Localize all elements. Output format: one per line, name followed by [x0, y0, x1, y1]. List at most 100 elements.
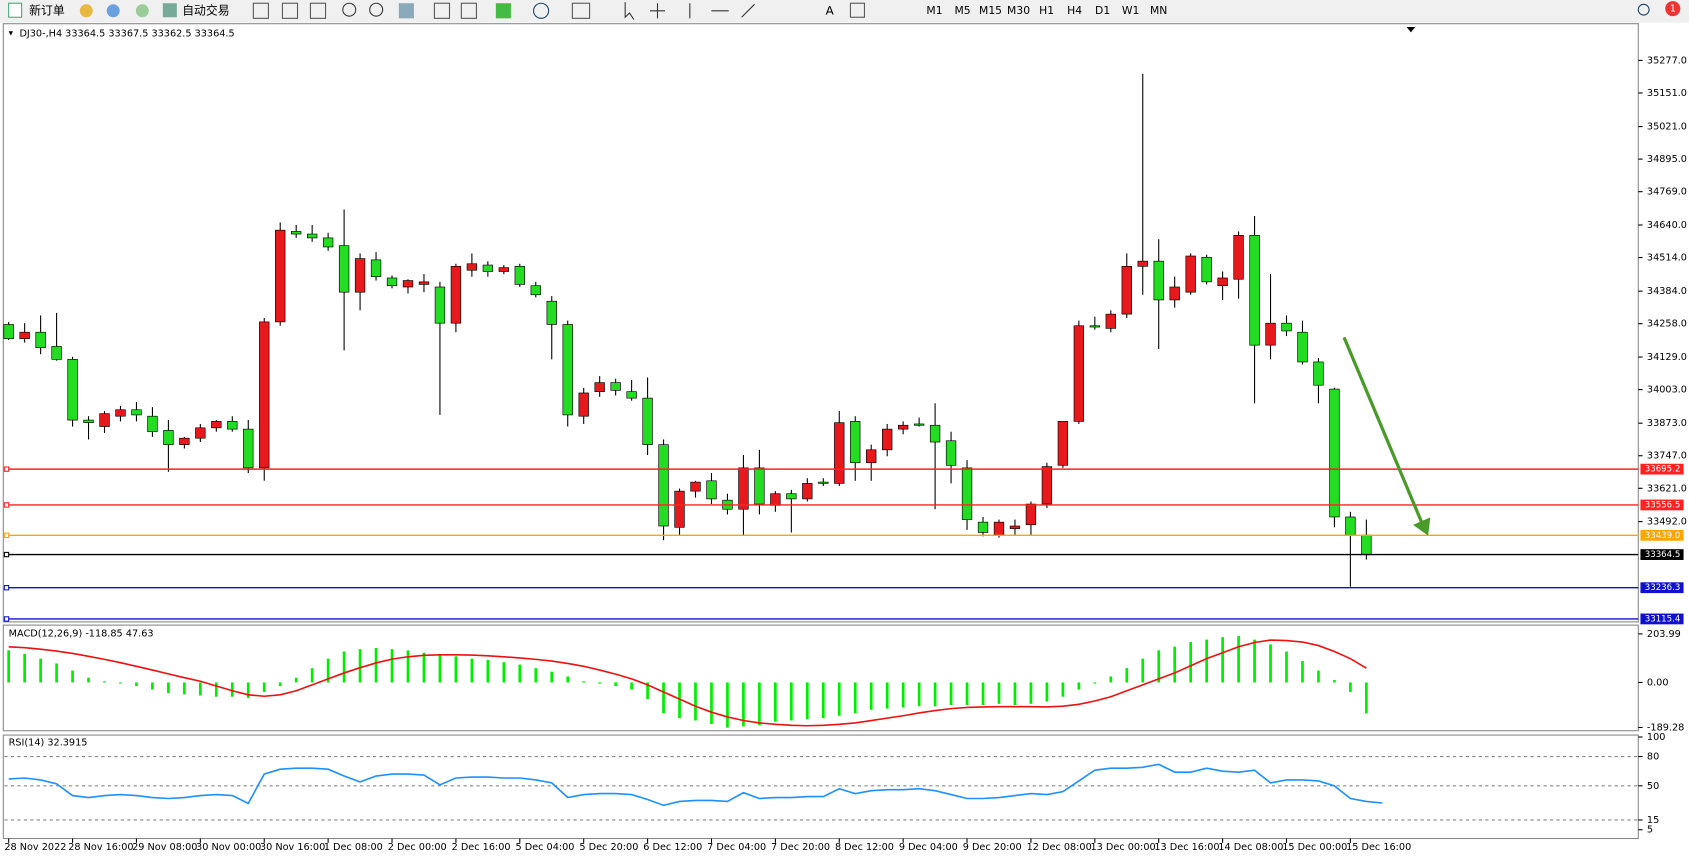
x-tick-label: 28 Nov 2022: [4, 842, 66, 853]
zoom-in[interactable]: [342, 2, 357, 17]
icon[interactable]: [252, 2, 269, 19]
y-tick-label: 34258.0: [1647, 319, 1687, 330]
candle-body: [51, 346, 62, 360]
timeframe-button[interactable]: M30: [1007, 4, 1030, 17]
timeframe-button[interactable]: M15: [979, 4, 1002, 17]
notification-badge[interactable]: [1665, 1, 1681, 17]
candle-body: [1057, 421, 1069, 466]
icon[interactable]: [433, 2, 451, 19]
candle-body: [1025, 503, 1037, 526]
candle-body: [754, 467, 765, 505]
icon[interactable]: [533, 2, 550, 19]
candle-body: [386, 277, 398, 287]
timeframe-button[interactable]: H1: [1039, 4, 1054, 17]
candle-body: [243, 428, 254, 469]
icon[interactable]: [79, 4, 93, 18]
timeframe-button[interactable]: MN: [1150, 4, 1167, 17]
level-label: 33439.0: [1645, 531, 1681, 541]
rsi-line: [8, 763, 1383, 807]
x-tick-label: 5 Dec 04:00: [515, 842, 574, 853]
x-tick-label: 15 Dec 16:00: [1346, 842, 1411, 853]
level-marker: [3, 551, 10, 558]
icon[interactable]: [849, 2, 865, 18]
candle-body: [1073, 325, 1085, 422]
icon[interactable]: [106, 4, 120, 18]
candle-body: [354, 258, 366, 293]
auto-trade-button[interactable]: 自动交易: [182, 3, 229, 17]
icon[interactable]: [398, 3, 414, 19]
candle-body: [610, 382, 621, 391]
timeframe-button[interactable]: M5: [954, 4, 970, 17]
candle-body: [530, 285, 541, 296]
candle-body: [1137, 260, 1148, 267]
level-marker: [3, 532, 10, 539]
y-tick-label: 100: [1647, 732, 1666, 743]
x-tick-label: 6 Dec 12:00: [643, 842, 702, 853]
icon[interactable]: [460, 2, 477, 19]
x-tick-label: 12 Dec 08:00: [1027, 842, 1092, 853]
level-marker: [3, 585, 10, 591]
level-label: 33236.3: [1645, 583, 1681, 593]
candle-body: [626, 391, 637, 399]
y-tick-label: 34640.0: [1647, 220, 1687, 231]
level-label-bg: [1640, 549, 1684, 560]
candle-body: [1169, 286, 1180, 301]
shift-marker: [1406, 26, 1416, 33]
candle-body: [658, 444, 669, 527]
icon[interactable]: [309, 2, 327, 19]
timeframe-button[interactable]: W1: [1122, 4, 1140, 17]
candle-body: [195, 427, 206, 439]
timeframe-button[interactable]: H4: [1067, 4, 1082, 17]
candle-body: [738, 467, 749, 510]
candle-body: [913, 423, 925, 426]
candle-body: [306, 233, 318, 239]
toolbar-bg: [0, 0, 1689, 23]
icon[interactable]: [281, 2, 299, 19]
candle-body: [163, 430, 174, 445]
icon[interactable]: [495, 3, 511, 19]
y-tick-label: 34384.0: [1647, 286, 1687, 297]
candle-body: [338, 245, 350, 293]
search-icon[interactable]: [1637, 3, 1650, 16]
icon-auto-trade[interactable]: [162, 3, 177, 18]
y-tick-label: 34769.0: [1647, 187, 1687, 198]
zoom-out[interactable]: [369, 2, 384, 17]
macd-title: MACD(12,26,9) -118.85 47.63: [9, 629, 154, 640]
icon-new-order[interactable]: [8, 2, 23, 18]
candle-body: [1265, 322, 1276, 346]
candle-body: [834, 422, 845, 484]
candle-body: [1297, 331, 1308, 363]
arrow-head: [1413, 517, 1431, 536]
new-order-button[interactable]: 新订单: [29, 3, 65, 17]
candle-body: [594, 382, 605, 392]
candle-body: [1345, 516, 1356, 536]
x-tick-label: 13 Dec 00:00: [1091, 842, 1156, 853]
x-tick-label: 29 Nov 08:00: [132, 842, 197, 853]
cursor-icon[interactable]: [624, 2, 635, 20]
draw-icons[interactable]: [689, 3, 755, 19]
candle-body: [115, 409, 126, 417]
timeframe-button[interactable]: D1: [1095, 4, 1110, 17]
y-tick-label: 0.00: [1647, 677, 1669, 688]
candle-body: [418, 281, 430, 285]
crosshair-icon[interactable]: [649, 3, 666, 19]
macd-panel: [2, 624, 1639, 732]
y-tick-label: 33492.0: [1647, 517, 1687, 528]
text-tool[interactable]: A: [826, 3, 834, 17]
candle-body: [482, 264, 494, 272]
candle-body: [674, 490, 685, 528]
timeframe-button[interactable]: M1: [926, 4, 942, 17]
signal-line: [8, 639, 1367, 727]
y-tick-label: 5: [1647, 825, 1653, 836]
candle-body: [977, 521, 989, 533]
candle-body: [67, 359, 78, 421]
icon[interactable]: [571, 2, 591, 19]
candle-body: [1089, 325, 1101, 328]
x-tick-label: 5 Dec 20:00: [579, 842, 638, 853]
candle-body: [3, 324, 14, 340]
candle-body: [802, 483, 813, 500]
level-label: 33115.4: [1645, 614, 1681, 624]
candle-body: [498, 267, 510, 272]
icon[interactable]: [135, 4, 149, 18]
candle-body: [562, 324, 573, 416]
